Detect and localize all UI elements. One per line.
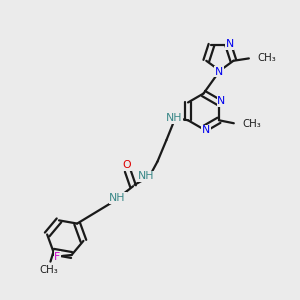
Text: N: N [226, 39, 234, 49]
Text: CH₃: CH₃ [242, 119, 261, 129]
Text: F: F [54, 252, 61, 262]
Text: N: N [202, 125, 210, 135]
Text: NH: NH [110, 193, 126, 203]
Text: N: N [215, 67, 224, 76]
Text: NH: NH [166, 113, 182, 123]
Text: NH: NH [138, 171, 154, 181]
Text: O: O [123, 160, 131, 170]
Text: N: N [217, 96, 225, 106]
Text: CH₃: CH₃ [257, 53, 276, 63]
Text: CH₃: CH₃ [40, 265, 58, 275]
